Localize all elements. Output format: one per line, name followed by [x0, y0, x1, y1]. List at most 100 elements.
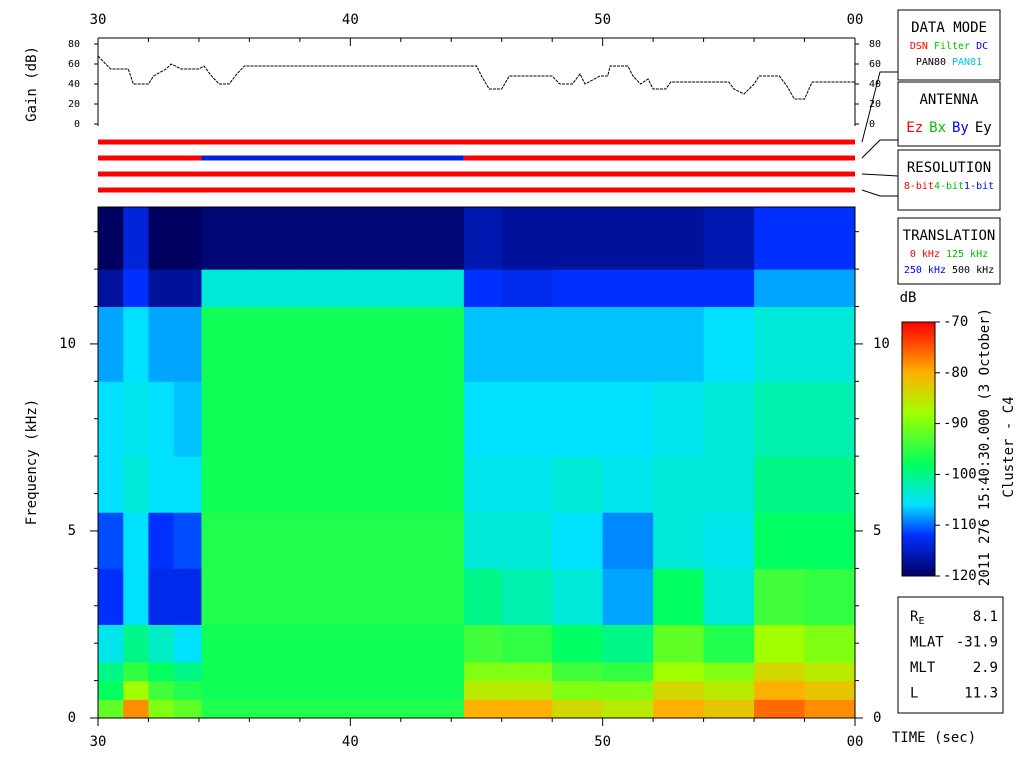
- spectrogram-cell: [400, 661, 465, 682]
- spectrogram-cell: [552, 207, 604, 270]
- panel-item: 1-bit: [964, 181, 994, 192]
- spectrogram-cell: [653, 661, 705, 682]
- panel-row: Ez Bx By Ey: [906, 120, 991, 136]
- spectrogram-cell: [123, 306, 149, 382]
- info-box: [897, 596, 1004, 714]
- spectrogram-cell: [552, 456, 604, 513]
- status-segment: [98, 139, 855, 145]
- info-value: 8.1: [973, 609, 998, 625]
- spectrogram-cell: [754, 269, 806, 308]
- spectrogram-cell: [463, 568, 503, 625]
- spectrogram-cell: [299, 568, 351, 625]
- spectrogram-cell: [703, 269, 755, 308]
- spectrogram-cell: [653, 269, 705, 308]
- spectrogram-cell: [804, 381, 856, 457]
- panel-item: Ez: [906, 120, 923, 136]
- spectrogram-cell: [98, 269, 124, 308]
- spectrogram-cell: [602, 661, 654, 682]
- spectrogram-cell: [299, 269, 351, 308]
- spectrogram-cell: [400, 624, 465, 663]
- spectrogram-cell: [299, 699, 351, 719]
- spectrogram-cell: [249, 680, 301, 700]
- spectrogram-cell: [173, 381, 202, 457]
- y-tick-label: 40: [869, 79, 881, 90]
- spectrogram-cell: [463, 699, 503, 719]
- y-tick-label: 80: [68, 39, 80, 50]
- panel-item: DC: [976, 41, 988, 52]
- spectrogram-cell: [804, 680, 856, 700]
- spectrogram-cell: [463, 456, 503, 513]
- spectrogram-cell: [350, 381, 402, 457]
- spectrogram-cell: [602, 207, 654, 270]
- status-segment: [98, 171, 855, 177]
- spectrogram-cell: [400, 680, 465, 700]
- spectrogram-cell: [400, 699, 465, 719]
- spectrogram-cell: [350, 306, 402, 382]
- connector: [861, 71, 898, 143]
- spectrogram-cell: [804, 456, 856, 513]
- spectrogram-cell: [173, 456, 202, 513]
- spectrogram-cell: [201, 699, 250, 719]
- panel-row: 0 kHz 125 kHz: [910, 249, 988, 260]
- spectrogram-cell: [552, 624, 604, 663]
- y-tick-label: 0: [74, 119, 80, 130]
- spectrogram-cell: [552, 306, 604, 382]
- spectrogram-cell: [98, 512, 124, 569]
- spectrogram-cell: [804, 269, 856, 308]
- spectrogram-cell: [201, 624, 250, 663]
- spectrogram-cell: [463, 207, 503, 270]
- connectors: [861, 71, 899, 197]
- info-value: 11.3: [964, 686, 998, 702]
- spectrogram-cell: [463, 306, 503, 382]
- y-tick-label: 10: [873, 336, 890, 352]
- spectrogram-cell: [98, 568, 124, 625]
- spectrogram-cell: [602, 512, 654, 569]
- spectrogram-cell: [249, 661, 301, 682]
- spectrogram-cell: [350, 624, 402, 663]
- x-tick-label: 40: [342, 734, 359, 750]
- spectrogram-cell: [703, 512, 755, 569]
- spectrogram-cell: [703, 661, 755, 682]
- colorbar-tick-label: -90: [943, 416, 968, 432]
- status-segment: [201, 155, 464, 161]
- spectrogram-cell: [98, 624, 124, 663]
- spectrogram-cell: [173, 306, 202, 382]
- panel-box: [897, 81, 1001, 147]
- spectrogram-cell: [703, 624, 755, 663]
- panel-item: By: [952, 120, 969, 136]
- info-label-text: L: [910, 686, 918, 702]
- info-label-text: MLT: [910, 660, 936, 676]
- y-tick-label: 60: [869, 59, 881, 70]
- spectrogram-cell: [299, 456, 351, 513]
- y-tick-label: 20: [869, 99, 881, 110]
- spectrogram-cell: [804, 306, 856, 382]
- freq-axis-label: Frequency (kHz): [24, 399, 40, 525]
- spectrogram-cell: [299, 207, 351, 270]
- spectrogram-cell: [249, 207, 301, 270]
- spectrogram-cell: [703, 568, 755, 625]
- spectrogram-cell: [653, 568, 705, 625]
- spectrogram-cell: [463, 680, 503, 700]
- spectrogram-cell: [400, 207, 465, 270]
- spectrogram-cell: [703, 306, 755, 382]
- spectrogram-cell: [148, 269, 175, 308]
- spectrogram-cell: [400, 456, 465, 513]
- spectrogram-cell: [754, 381, 806, 457]
- spectrogram-cell: [123, 381, 149, 457]
- spectrogram-cell: [201, 269, 250, 308]
- spacecraft: Cluster - C4: [1001, 396, 1017, 497]
- panel-item: 8-bit: [904, 181, 934, 192]
- spectrogram-cell: [552, 381, 604, 457]
- spectrogram-cell: [754, 680, 806, 700]
- spectrogram-cell: [501, 624, 553, 663]
- spectrogram-cell: [804, 207, 856, 270]
- spectrogram-cell: [501, 381, 553, 457]
- spectrogram-cell: [400, 306, 465, 382]
- spectrogram-cell: [703, 381, 755, 457]
- spectrogram-cell: [98, 381, 124, 457]
- panel-item: PAN80: [916, 57, 946, 68]
- spectrogram-cell: [123, 456, 149, 513]
- spectrogram-cell: [501, 680, 553, 700]
- spectrogram-cell: [148, 207, 175, 270]
- spectrogram-cell: [804, 624, 856, 663]
